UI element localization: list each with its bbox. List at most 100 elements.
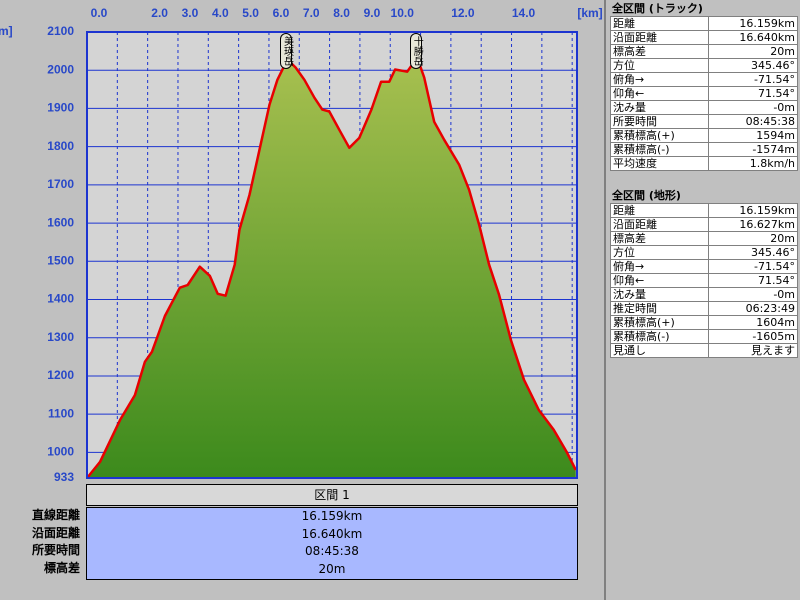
row-label: 沿面距離 — [609, 217, 710, 232]
peak-label: 美瑛岳 — [280, 33, 293, 69]
panel-row: 推定時間 06:23:49 — [609, 301, 798, 316]
panel-row: 累積標高(-) -1574m — [609, 142, 798, 157]
row-label: 距離 — [609, 16, 710, 31]
row-label: 標高差 — [609, 231, 710, 246]
row-value: -1574m — [708, 142, 798, 157]
panel-row: 距離 16.159km — [609, 203, 798, 218]
row-value: -0m — [708, 287, 798, 302]
y-tick-label: 1700 — [47, 177, 74, 191]
panel-row: 平均速度 1.8km/h — [609, 156, 798, 171]
panel-row: 累積標高(+) 1594m — [609, 128, 798, 143]
row-value: 1604m — [708, 315, 798, 330]
panel-row: 俯角→ -71.54° — [609, 259, 798, 274]
x-tick-label: 0.0 — [91, 6, 108, 20]
profile-chart: [m] [km] 933 1000 1100 1200 1300 1400 1500 1600… — [0, 6, 603, 482]
row-value: 71.54° — [708, 273, 798, 288]
row-value: 16.627km — [708, 217, 798, 232]
x-tick-label: 14.0 — [512, 6, 536, 20]
y-tick-label: 1400 — [47, 292, 74, 306]
terrain-panel: 全区間 (地形) 距離 16.159km 沿面距離 16.627km 標高差 20m 方位 3… — [609, 189, 798, 358]
summary-value: 08:45:38 — [305, 544, 359, 558]
section-summary: 16.159km 16.640km 08:45:38 20m — [86, 507, 578, 580]
x-tick-label: 12.0 — [451, 6, 475, 20]
panel-row: 距離 16.159km — [609, 16, 798, 31]
x-tick-label: 2.0 — [151, 6, 168, 20]
row-value: 16.159km — [708, 16, 798, 31]
summary-label: 直線距離 — [31, 508, 80, 522]
row-value: 16.159km — [708, 203, 798, 218]
row-label: 距離 — [609, 203, 710, 218]
row-label: 累積標高(+) — [609, 128, 710, 143]
track-table: 距離 16.159km 沿面距離 16.640km 標高差 20m 方位 345.46° 俯角→… — [609, 16, 798, 171]
peak-label: 十勝岳 — [410, 33, 423, 69]
y-tick-label: 1800 — [47, 139, 74, 153]
panel-row: 所要時間 08:45:38 — [609, 114, 798, 129]
y-tick-label: 1000 — [47, 445, 74, 459]
row-label: 累積標高(-) — [609, 329, 710, 344]
terrain-table: 距離 16.159km 沿面距離 16.627km 標高差 20m 方位 345.46° 俯角→… — [609, 203, 798, 358]
row-value: -1605m — [708, 329, 798, 344]
row-value: 20m — [708, 231, 798, 246]
summary-value: 20m — [318, 561, 346, 576]
track-panel: 全区間 (トラック) 距離 16.159km 沿面距離 16.640km 標高差 20m 方… — [609, 2, 798, 171]
row-label: 仰角← — [609, 86, 710, 101]
row-label: 所要時間 — [609, 114, 710, 129]
row-value: 見えます — [708, 343, 798, 358]
y-unit: [m] — [0, 24, 13, 38]
panel-title: 全区間 (地形) — [612, 189, 681, 202]
panel-row: 仰角← 71.54° — [609, 86, 798, 101]
section-title: 区間 1 — [86, 484, 578, 506]
x-tick-label: 10.0 — [391, 6, 415, 20]
panel-row: 方位 345.46° — [609, 58, 798, 73]
row-label: 見通し — [609, 343, 710, 358]
panel-row: 沿面距離 16.627km — [609, 217, 798, 232]
row-value: 345.46° — [708, 58, 798, 73]
x-tick-label: 6.0 — [273, 6, 290, 20]
x-tick-label: 4.0 — [212, 6, 229, 20]
y-tick-label: 2000 — [47, 62, 74, 76]
y-tick-label: 2100 — [47, 24, 74, 38]
row-value: 20m — [708, 44, 798, 59]
panel-row: 沿面距離 16.640km — [609, 30, 798, 45]
row-label: 沈み量 — [609, 100, 710, 115]
row-value: 345.46° — [708, 245, 798, 260]
row-label: 標高差 — [609, 44, 710, 59]
terrain-area — [87, 57, 576, 478]
row-value: 08:45:38 — [708, 114, 798, 129]
y-tick-label: 1100 — [48, 406, 74, 420]
y-tick-label: 1500 — [47, 253, 74, 267]
y-tick-label: 1200 — [47, 368, 74, 382]
summary-value: 16.159km — [301, 509, 363, 523]
summary-label: 標高差 — [43, 560, 80, 575]
row-value: 1.8km/h — [708, 156, 798, 171]
panel-row: 沈み量 -0m — [609, 287, 798, 302]
row-label: 方位 — [609, 245, 710, 260]
row-value: 1594m — [708, 128, 798, 143]
x-tick-label: 9.0 — [364, 6, 381, 20]
row-label: 累積標高(+) — [609, 315, 710, 330]
x-tick-label: 8.0 — [333, 6, 350, 20]
row-label: 俯角→ — [609, 72, 710, 87]
row-value: 71.54° — [708, 86, 798, 101]
x-tick-label: 7.0 — [303, 6, 320, 20]
row-value: -0m — [708, 100, 798, 115]
y-tick-label: 1300 — [47, 330, 74, 344]
row-label: 俯角→ — [609, 259, 710, 274]
row-value: -71.54° — [708, 259, 798, 274]
summary-label: 所要時間 — [31, 543, 80, 557]
panel-row: 俯角→ -71.54° — [609, 72, 798, 87]
row-value: -71.54° — [708, 72, 798, 87]
row-label: 沈み量 — [609, 287, 710, 302]
panel-title: 全区間 (トラック) — [612, 2, 703, 15]
y-tick-label: 1600 — [47, 215, 74, 229]
row-label: 方位 — [609, 58, 710, 73]
panel-row: 方位 345.46° — [609, 245, 798, 260]
y-tick-label: 933 — [54, 470, 74, 482]
panel-row: 累積標高(-) -1605m — [609, 329, 798, 344]
row-label: 沿面距離 — [609, 30, 710, 45]
panel-row: 累積標高(+) 1604m — [609, 315, 798, 330]
row-value: 06:23:49 — [708, 301, 798, 316]
panel-row: 標高差 20m — [609, 231, 798, 246]
panel-row: 沈み量 -0m — [609, 100, 798, 115]
row-label: 累積標高(-) — [609, 142, 710, 157]
